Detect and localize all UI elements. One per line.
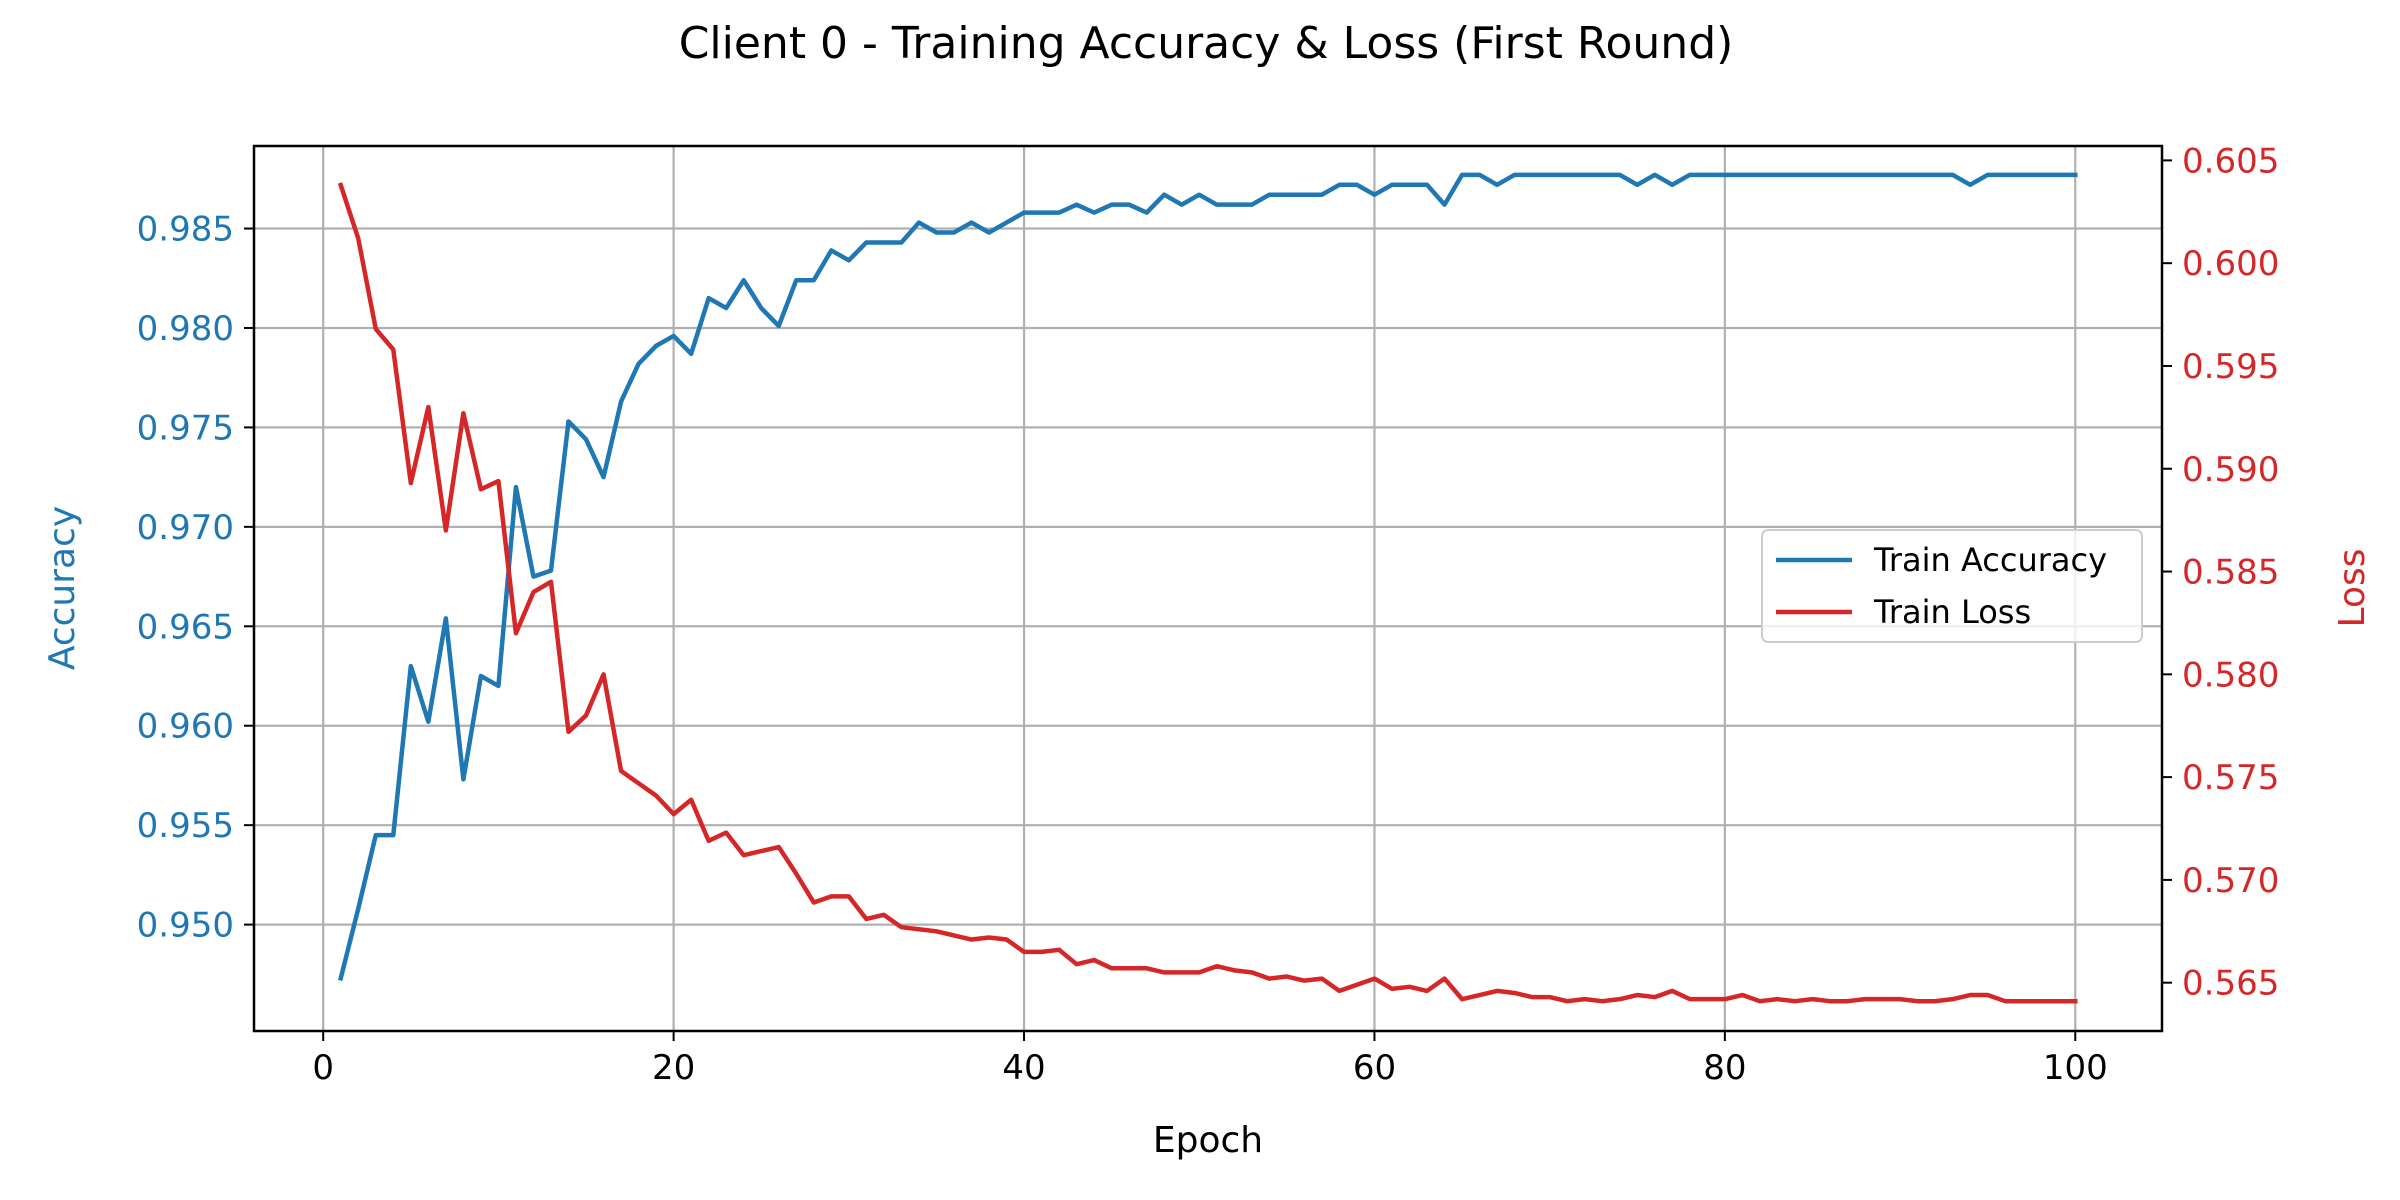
y-left-tick-label: 0.965 — [137, 607, 234, 647]
y-axis-right: 0.565 0.570 0.575 0.580 0.585 0.590 0.595 0.600… — [2162, 141, 2279, 1004]
y-left-tick-label: 0.955 — [137, 806, 234, 846]
y-right-tick-label: 0.595 — [2182, 347, 2279, 387]
y-right-tick-label: 0.590 — [2182, 450, 2279, 490]
x-tick-label: 60 — [1353, 1048, 1396, 1088]
y-axis-left: 0.950 0.955 0.960 0.965 0.970 0.975 0.980 0.985 — [137, 210, 254, 946]
y-left-tick-label: 0.960 — [137, 707, 234, 747]
y-right-tick-label: 0.585 — [2182, 553, 2279, 593]
plot-frame — [252, 144, 2164, 1033]
x-tick-label: 0 — [312, 1048, 334, 1088]
y-right-tick-label: 0.575 — [2182, 758, 2279, 798]
y-axis-left-label: Accuracy — [42, 506, 83, 670]
x-tick-label: 80 — [1703, 1048, 1746, 1088]
x-tick-label: 40 — [1002, 1048, 1045, 1088]
legend: Train Accuracy Train Loss — [1761, 529, 2143, 643]
chart-title: Client 0 - Training Accuracy & Loss (Fir… — [679, 18, 1734, 69]
x-axis: 0 20 40 60 80 100 — [312, 1031, 2108, 1088]
legend-box — [1761, 529, 2143, 643]
y-left-tick-label: 0.975 — [137, 408, 234, 448]
x-axis-label: Epoch — [1153, 1120, 1263, 1161]
y-left-tick-label: 0.970 — [137, 508, 234, 548]
legend-loss-label: Train Loss — [1873, 593, 2031, 631]
y-right-tick-label: 0.580 — [2182, 655, 2279, 695]
y-left-tick-label: 0.950 — [137, 906, 234, 946]
legend-accuracy-label: Train Accuracy — [1873, 541, 2107, 579]
y-right-tick-label: 0.565 — [2182, 964, 2279, 1004]
y-right-tick-label: 0.570 — [2182, 861, 2279, 901]
y-right-tick-label: 0.605 — [2182, 141, 2279, 181]
x-tick-label: 20 — [652, 1048, 695, 1088]
x-tick-label: 100 — [2043, 1048, 2108, 1088]
y-left-tick-label: 0.980 — [137, 309, 234, 349]
y-axis-right-label: Loss — [2332, 549, 2373, 628]
y-left-tick-label: 0.985 — [137, 210, 234, 250]
y-right-tick-label: 0.600 — [2182, 244, 2279, 284]
series-line-train-accuracy — [337, 172, 2078, 982]
series-layer — [337, 172, 2078, 1004]
series-line-train-loss — [337, 182, 2078, 1004]
